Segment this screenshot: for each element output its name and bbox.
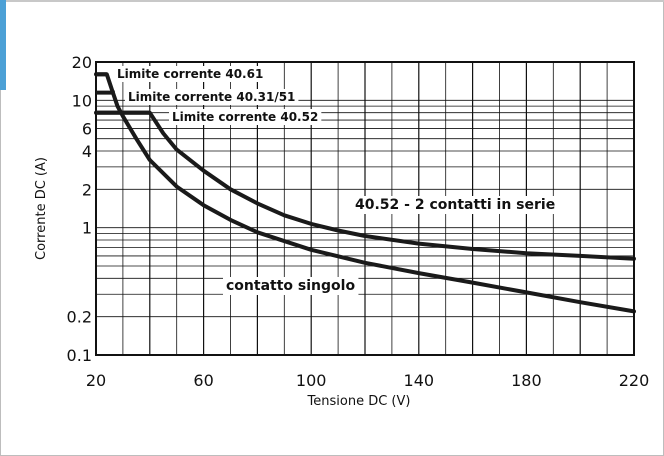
label-background: [223, 277, 359, 295]
label-background: [125, 89, 299, 105]
plot-border: [95, 61, 635, 356]
series-label-2-contatti: 40.52 - 2 contatti in serie: [355, 197, 555, 213]
curves: [94, 72, 636, 314]
y-tick-label: 6: [82, 120, 92, 139]
y-tick-label: 2: [82, 180, 92, 199]
x-tick-label: 60: [193, 371, 213, 390]
y-tick-label: 0.1: [67, 346, 92, 365]
y-tick-label: 4: [82, 142, 92, 161]
series-line-1: [94, 110, 636, 261]
annotation-limit-40-52: Limite corrente 40.52: [172, 110, 318, 124]
y-tick-label: 10: [72, 91, 92, 110]
x-tick-label: 220: [619, 371, 650, 390]
y-axis-label: Corrente DC (A): [34, 157, 49, 260]
series-label-contatto-singolo: contatto singolo: [226, 278, 355, 294]
series-line-2: [94, 72, 636, 314]
annotation-limit-40-61: Limite corrente 40.61: [117, 67, 263, 81]
y-tick-label: 1: [82, 219, 92, 238]
x-tick-label: 140: [404, 371, 435, 390]
y-tick-label: 0.2: [67, 308, 92, 327]
x-tick-label: 20: [86, 371, 106, 390]
label-background: [114, 66, 267, 82]
x-tick-label: 180: [511, 371, 542, 390]
tick-labels: 20 60 100 140 180 220 20 10 6 4 2 1 0.2 0.1: [67, 53, 650, 390]
accent-bar: [0, 0, 6, 90]
label-background: [169, 109, 322, 125]
x-axis-label: Tensione DC (V): [307, 394, 411, 409]
top-border: [0, 0, 664, 2]
label-background: [352, 196, 559, 214]
annotation-limit-40-31-51: Limite corrente 40.31/51: [128, 90, 295, 104]
y-tick-label: 20: [72, 53, 92, 72]
x-tick-label: 100: [296, 371, 327, 390]
limit-lines: [96, 72, 150, 115]
